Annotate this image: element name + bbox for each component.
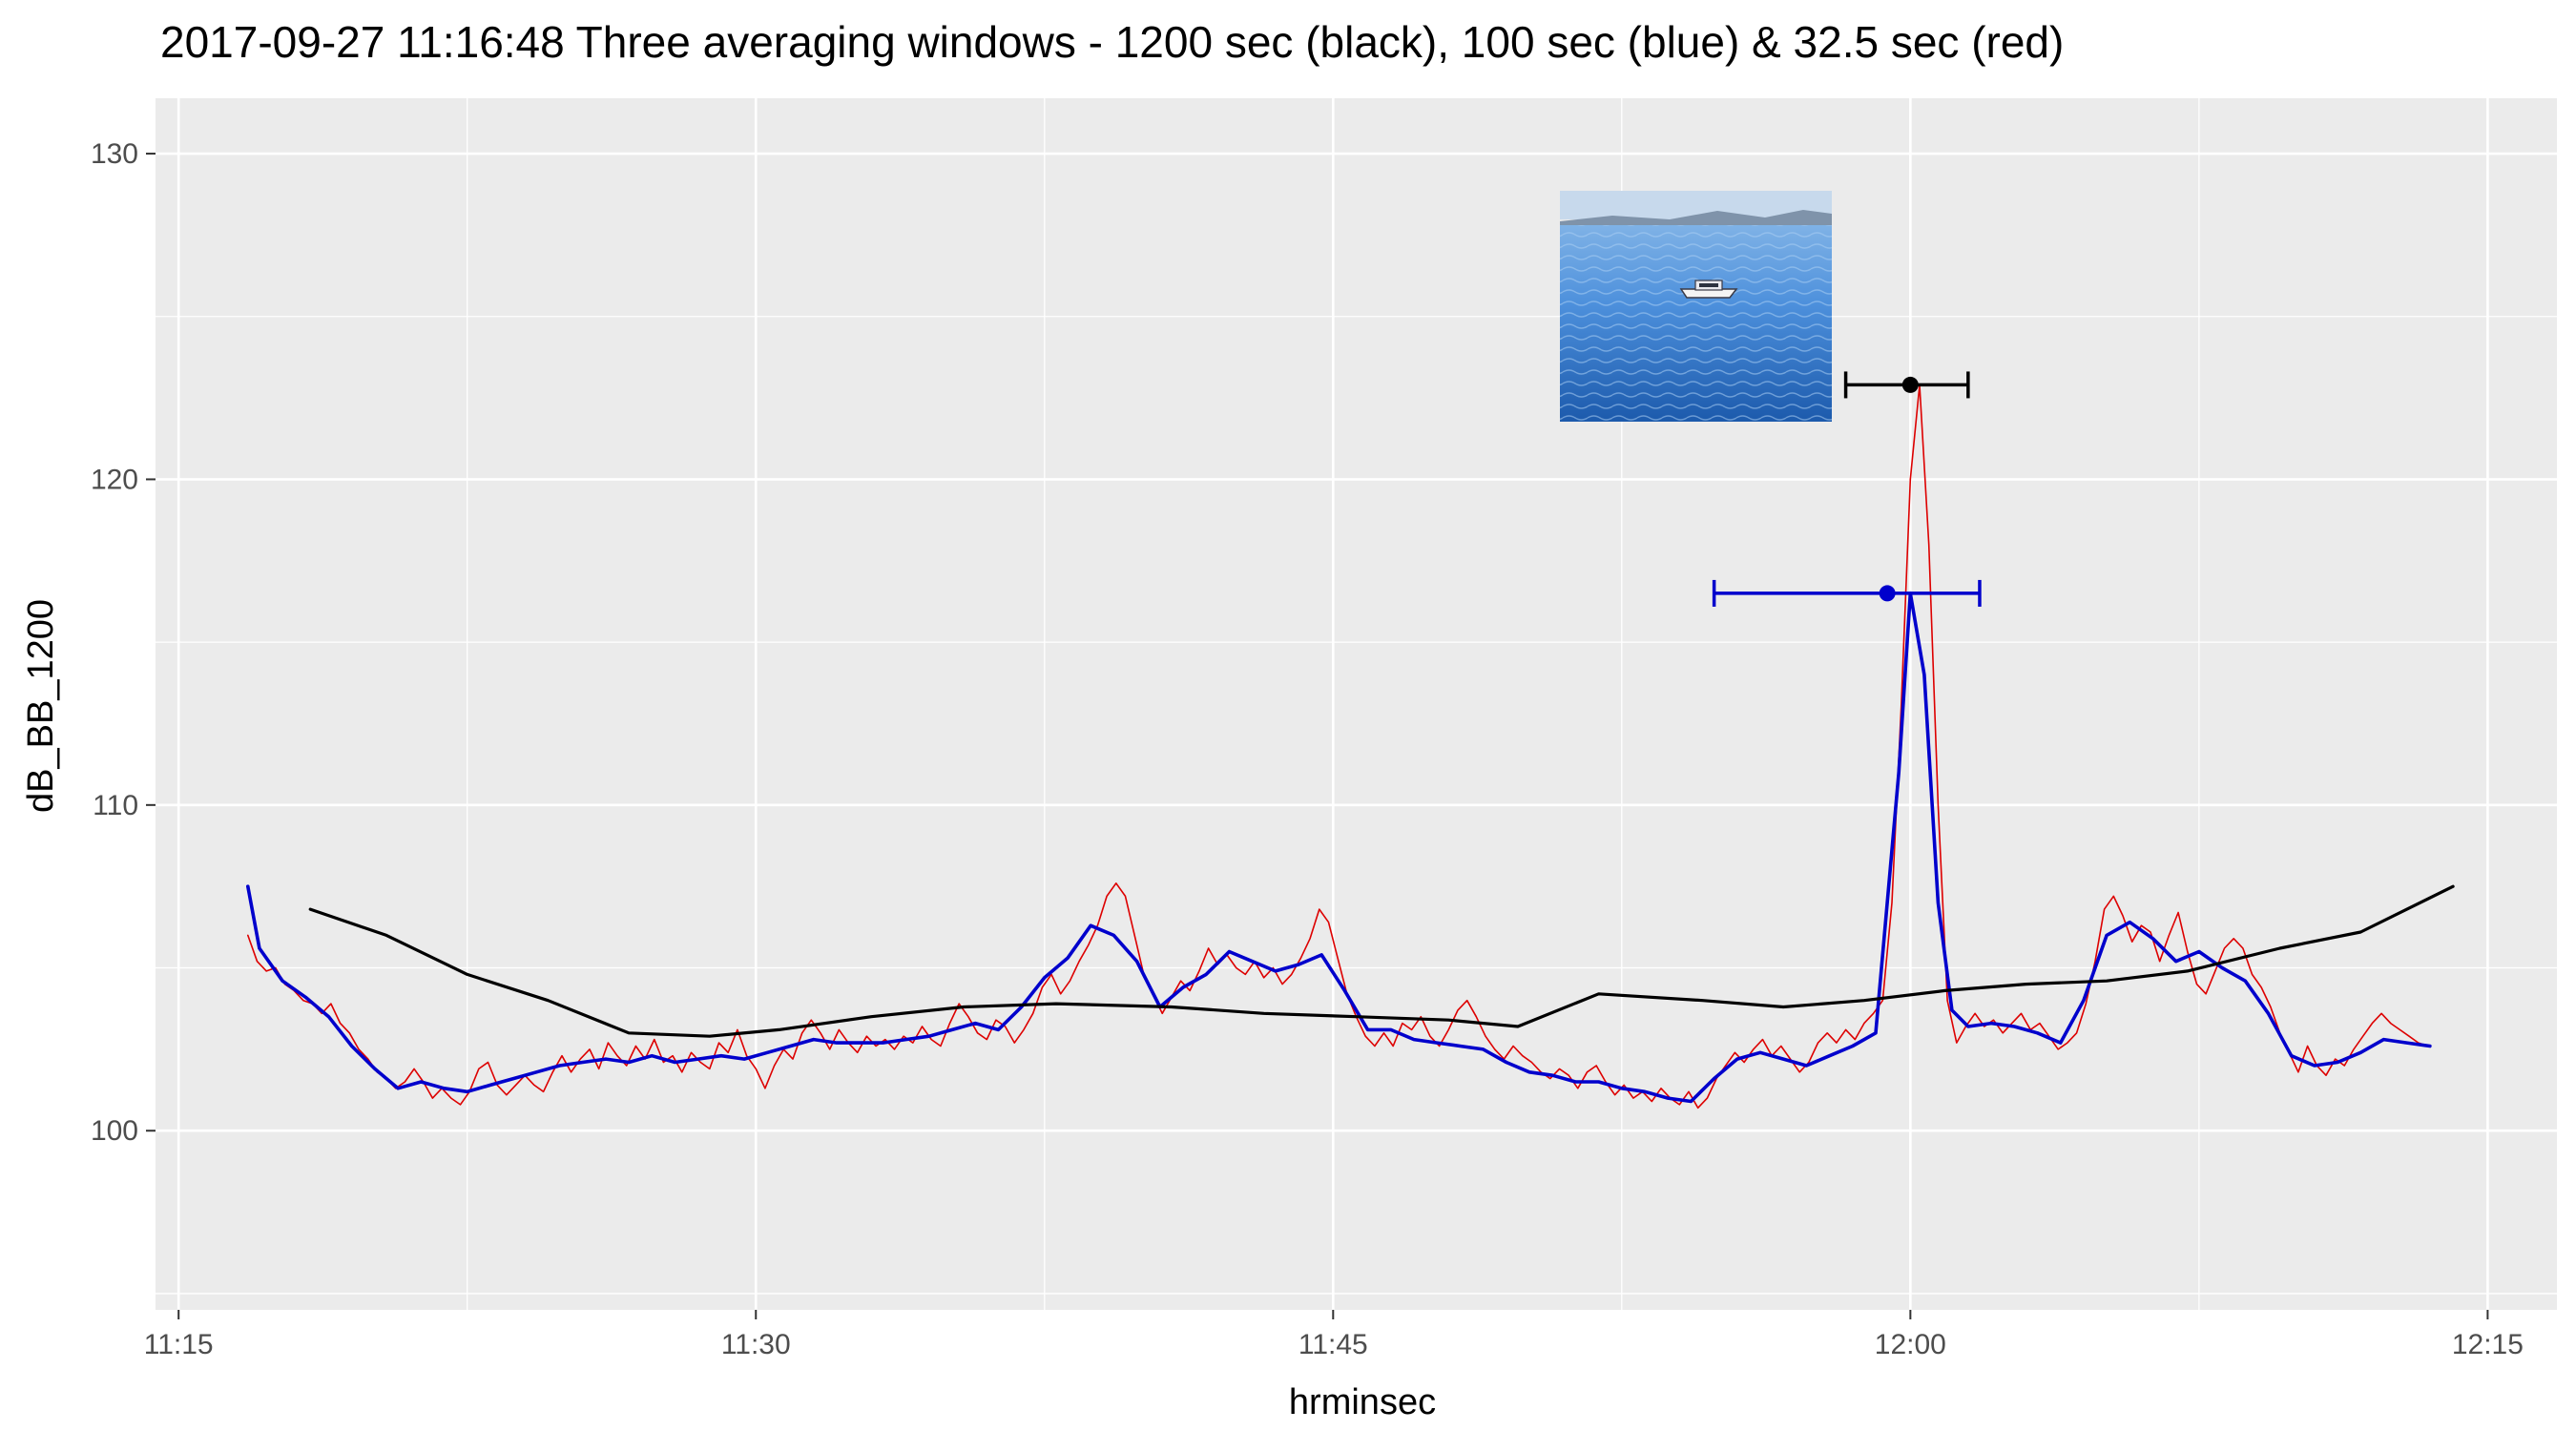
x-tick-label: 12:15: [2452, 1329, 2524, 1360]
annotation-layer: [1712, 371, 1982, 607]
series-layer: [246, 384, 2455, 1110]
series-line-0: [247, 384, 2429, 1110]
photo-ripples: [1560, 225, 1832, 422]
grid-major: [156, 98, 2557, 1310]
y-tick-label: 120: [91, 464, 138, 495]
y-axis: 100 110 120 130: [91, 138, 156, 1147]
peak-point-1: [1879, 585, 1896, 602]
x-axis-label: hrminsec: [1289, 1382, 1436, 1422]
x-tick-label: 11:45: [1298, 1329, 1368, 1360]
y-tick-label: 110: [93, 790, 138, 821]
series-line-2: [308, 884, 2455, 1038]
boat-on-water-photo: [1560, 191, 1832, 422]
chart-title: 2017-09-27 11:16:48 Three averaging wind…: [160, 17, 2064, 67]
y-tick-label: 100: [91, 1115, 138, 1147]
boat-windows: [1699, 283, 1718, 287]
plot-background: [156, 98, 2557, 1310]
x-tick-label: 12:00: [1875, 1329, 1946, 1360]
y-tick-label: 130: [91, 138, 138, 170]
photo-hills: [1560, 210, 1832, 227]
x-tick-label: 11:15: [144, 1329, 214, 1360]
x-axis: 11:15 11:30 11:45 12:00 12:15: [144, 1310, 2524, 1360]
series-line-1: [246, 591, 2432, 1104]
peak-point-0: [1901, 376, 1919, 393]
x-tick-label: 11:30: [721, 1329, 791, 1360]
y-axis-label: dB_BB_1200: [21, 599, 61, 813]
